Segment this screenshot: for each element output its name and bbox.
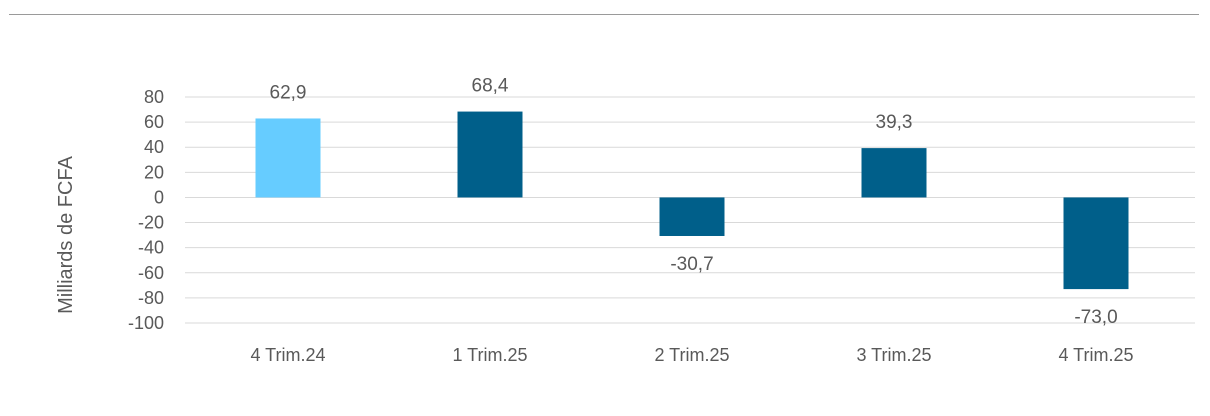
x-category-label: 4 Trim.24 <box>250 345 325 365</box>
data-label: -73,0 <box>1074 307 1117 328</box>
x-category-label: 2 Trim.25 <box>654 345 729 365</box>
x-axis-categories: 4 Trim.24 1 Trim.25 2 Trim.25 3 Trim.25 4 Tr… <box>250 345 1133 365</box>
y-axis-ticks: 80 60 40 20 0 -20 -40 -60 -80 -100 <box>128 87 164 333</box>
y-tick-label: 20 <box>144 162 164 182</box>
y-tick-label: -20 <box>138 213 164 233</box>
data-label: 68,4 <box>472 76 509 97</box>
bar <box>861 148 927 198</box>
data-labels: 62,9 68,4 -30,7 39,3 -73,0 <box>270 76 1118 329</box>
y-tick-label: -60 <box>138 263 164 283</box>
y-tick-label: 80 <box>144 87 164 107</box>
y-tick-label: 40 <box>144 137 164 157</box>
bar <box>659 197 725 236</box>
bar <box>255 118 321 198</box>
y-tick-label: -100 <box>128 313 164 333</box>
y-axis-label: Milliards de FCFA <box>55 155 77 313</box>
y-tick-label: 0 <box>154 187 164 207</box>
data-label: 39,3 <box>876 112 913 133</box>
x-category-label: 1 Trim.25 <box>452 345 527 365</box>
bars <box>255 111 1129 290</box>
chart-frame <box>9 14 1199 410</box>
x-category-label: 3 Trim.25 <box>856 345 931 365</box>
y-tick-label: -40 <box>138 238 164 258</box>
x-category-label: 4 Trim.25 <box>1058 345 1133 365</box>
data-label: -30,7 <box>670 254 713 275</box>
bar <box>1063 197 1129 290</box>
y-tick-label: 60 <box>144 112 164 132</box>
bar <box>457 111 523 198</box>
data-label: 62,9 <box>270 82 307 103</box>
y-tick-label: -80 <box>138 288 164 308</box>
